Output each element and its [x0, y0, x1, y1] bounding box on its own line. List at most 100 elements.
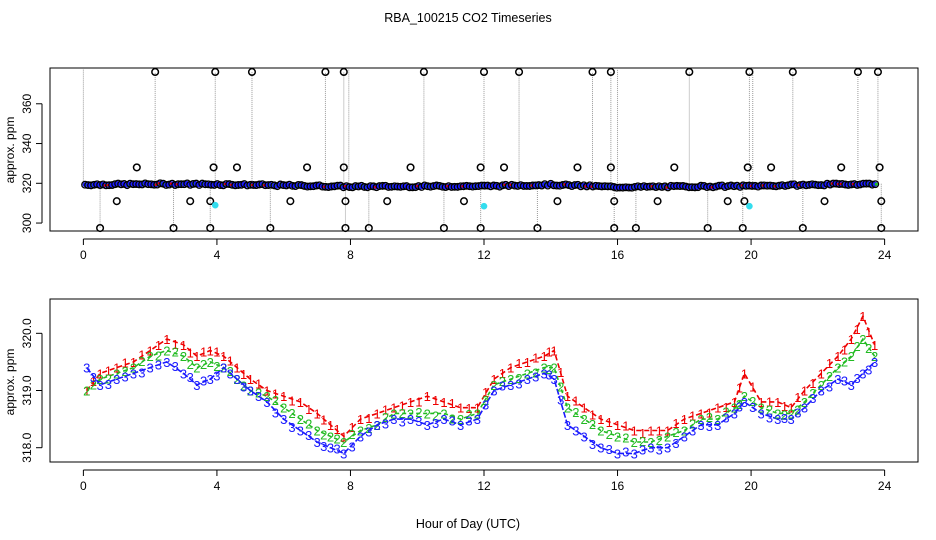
series-point-2: 2: [672, 425, 679, 440]
series-point-3: 3: [272, 405, 279, 420]
series-point-1: 1: [138, 347, 145, 362]
series-point-3: 3: [247, 384, 254, 399]
series-point-2: 2: [187, 357, 194, 372]
series-point-2: 2: [320, 428, 327, 443]
outlier-high: [685, 67, 694, 77]
bottom-x-tick-label: 16: [611, 479, 625, 493]
series-point-2: 2: [105, 371, 112, 386]
series-point-1: 1: [272, 387, 279, 402]
series-point-2: 2: [247, 384, 254, 399]
series-point-3: 3: [859, 366, 866, 381]
series-point-3: 3: [227, 367, 234, 382]
series-point-2: 2: [581, 412, 588, 427]
series-point-2: 2: [515, 371, 522, 386]
series-point-3: 3: [722, 410, 729, 425]
series-point-1: 1: [736, 380, 743, 395]
series-point-2: 2: [774, 406, 781, 421]
series-point-3: 3: [200, 374, 207, 389]
series-point-3: 3: [639, 442, 646, 457]
series-point-1: 1: [121, 356, 128, 371]
series-point-3: 3: [280, 412, 287, 427]
series-point-2: 2: [147, 349, 154, 364]
series-point-1: 1: [581, 401, 588, 416]
series-point-1: 1: [826, 356, 833, 371]
series-point-1: 1: [90, 374, 97, 389]
series-point-3: 3: [327, 441, 334, 456]
series-point-3: 3: [297, 424, 304, 439]
series-point-1: 1: [187, 345, 194, 360]
series-point-3: 3: [313, 435, 320, 450]
series-point-3: 3: [432, 416, 439, 431]
series-point-1: 1: [664, 424, 671, 439]
series-point-3: 3: [781, 411, 788, 426]
series-point-1: 1: [163, 332, 170, 347]
series-point-3: 3: [482, 398, 489, 413]
series-point-3: 3: [172, 359, 179, 374]
series-point-3: 3: [631, 446, 638, 461]
outlier-mid: [820, 197, 829, 206]
series-point-3: 3: [407, 412, 414, 427]
series-point-3: 3: [138, 366, 145, 381]
series-point-1: 1: [490, 372, 497, 387]
outlier-mid: [740, 197, 749, 206]
series-point-1: 1: [656, 424, 663, 439]
series-point-2: 2: [572, 405, 579, 420]
series-point-3: 3: [415, 414, 422, 429]
outlier-high: [321, 67, 330, 77]
series-point-3: 3: [841, 374, 848, 389]
series-point-2: 2: [564, 401, 571, 416]
series-point-2: 2: [736, 397, 743, 412]
series-point-1: 1: [731, 395, 738, 410]
series-point-3: 3: [465, 414, 472, 429]
series-point-2: 2: [865, 341, 872, 356]
series-point-1: 1: [320, 412, 327, 427]
top-x-tick-label: 20: [744, 248, 758, 262]
series-point-3: 3: [572, 424, 579, 439]
series-point-2: 2: [83, 384, 90, 399]
series-point-1: 1: [614, 418, 621, 433]
series-point-2: 2: [272, 393, 279, 408]
series-point-2: 2: [407, 406, 414, 421]
outlier-mid: [476, 163, 485, 172]
outlier-mid: [341, 197, 350, 206]
series-point-2: 2: [631, 435, 638, 450]
series-point-3: 3: [155, 357, 162, 372]
series-point-1: 1: [255, 376, 262, 391]
series-point-3: 3: [826, 380, 833, 395]
series-point-3: 3: [213, 368, 220, 383]
series-point-3: 3: [147, 361, 154, 376]
series-point-3: 3: [749, 400, 756, 415]
series-point-3: 3: [581, 429, 588, 444]
series-point-2: 2: [465, 407, 472, 422]
series-point-1: 1: [515, 356, 522, 371]
series-point-3: 3: [681, 429, 688, 444]
series-point-2: 2: [113, 366, 120, 381]
cyan-point: [480, 202, 488, 210]
series-point-2: 2: [589, 417, 596, 432]
bottom-y-tick-label: 319.0: [20, 375, 34, 405]
outlier-high: [339, 67, 348, 77]
series-point-3: 3: [540, 366, 547, 381]
series-point-1: 1: [865, 325, 872, 340]
series-point-1: 1: [681, 412, 688, 427]
series-line-1: [86, 314, 876, 438]
series-point-2: 2: [689, 417, 696, 432]
series-point-3: 3: [440, 412, 447, 427]
series-point-3: 3: [614, 446, 621, 461]
data-point-green: [874, 182, 878, 186]
series-point-1: 1: [545, 345, 552, 360]
series-point-2: 2: [557, 379, 564, 394]
series-point-3: 3: [121, 370, 128, 385]
series-point-3: 3: [340, 446, 347, 461]
series-point-2: 2: [240, 378, 247, 393]
series-point-1: 1: [749, 379, 756, 394]
outlier-mid: [653, 197, 662, 206]
outlier-mid: [339, 163, 348, 172]
series-point-2: 2: [349, 427, 356, 442]
series-point-1: 1: [147, 343, 154, 358]
series-point-3: 3: [801, 401, 808, 416]
series-point-3: 3: [193, 378, 200, 393]
top-y-tick-label: 340: [20, 133, 34, 153]
series-point-2: 2: [399, 406, 406, 421]
